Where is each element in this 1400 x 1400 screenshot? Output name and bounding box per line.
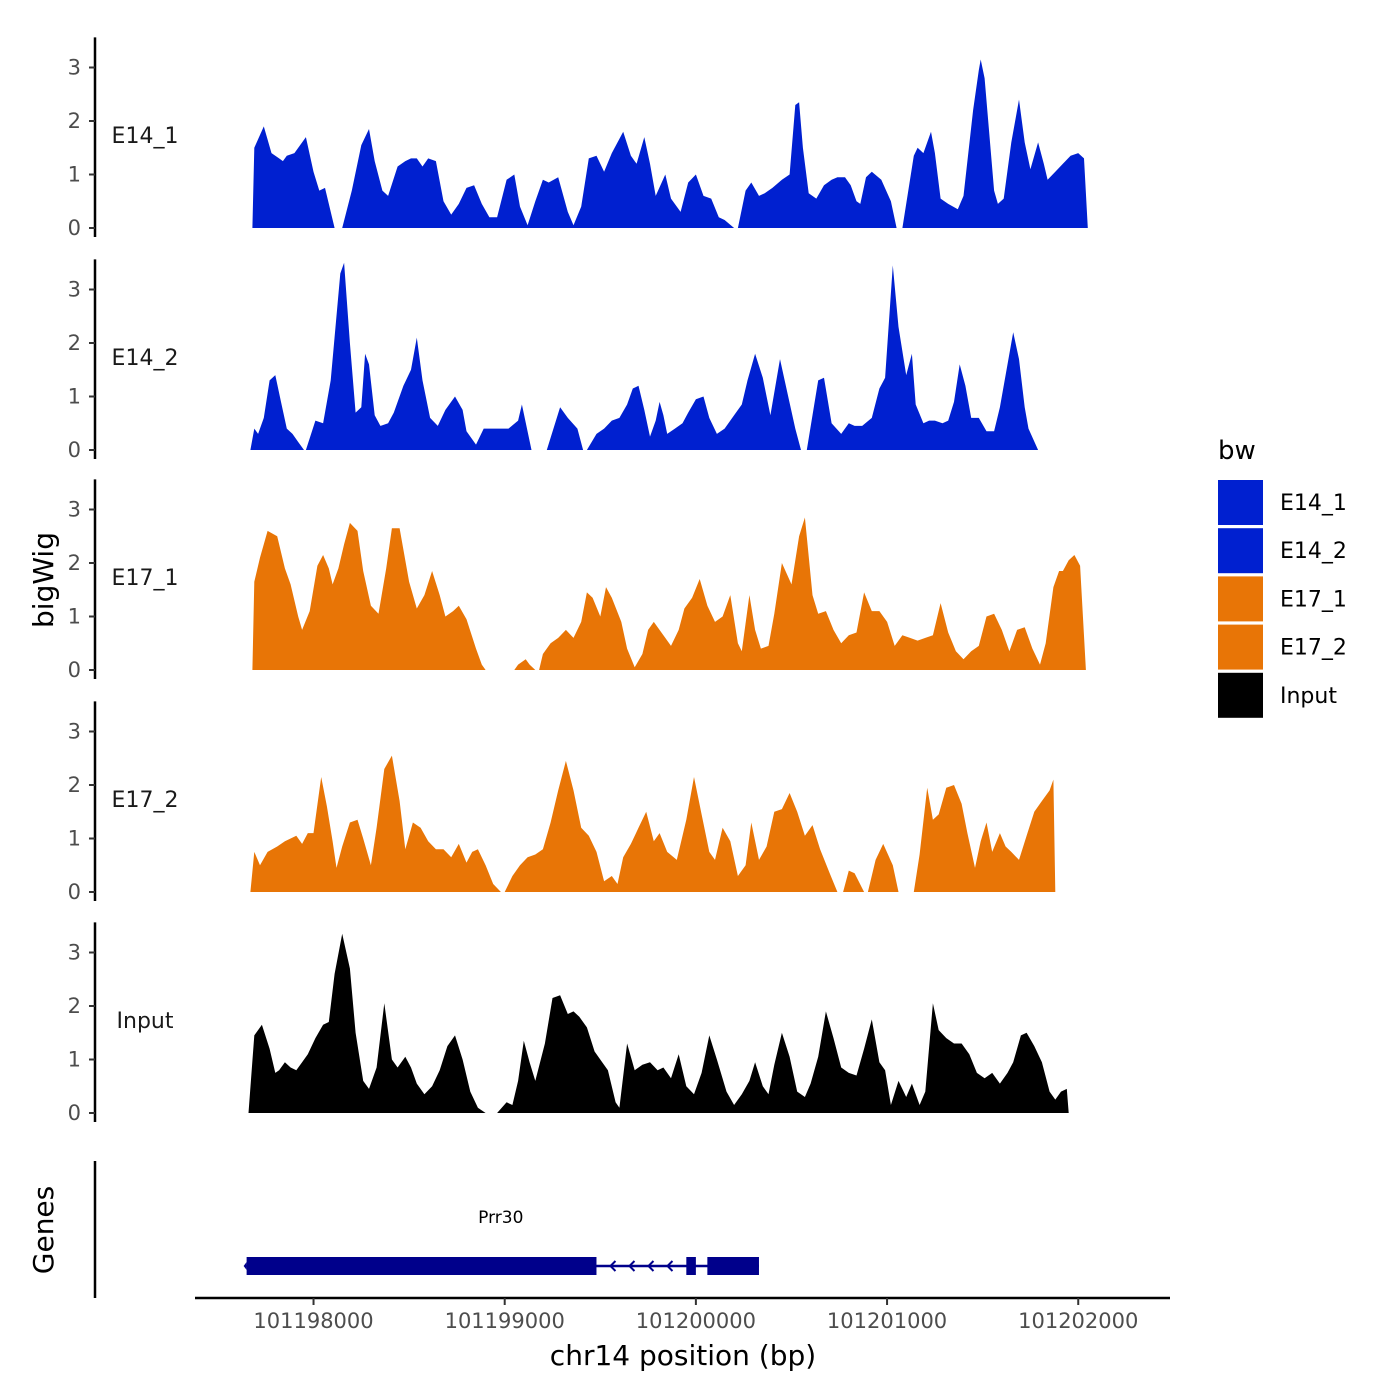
y-tick-label: 0 [68, 880, 81, 904]
track-E17_1: 0 1 2 3 E17_1 [68, 479, 1086, 682]
legend-item-Input: Input [1218, 672, 1337, 718]
legend-item-E17_1: E17_1 [1218, 576, 1347, 622]
area-series-E17_2 [250, 755, 1056, 892]
legend-label: E17_2 [1280, 636, 1347, 661]
gene-exon [707, 1257, 759, 1275]
x-tick-label: 101201000 [827, 1309, 947, 1333]
legend-swatch [1218, 672, 1263, 718]
y-tick-label: 1 [68, 385, 81, 409]
legend-label: E14_1 [1280, 491, 1347, 516]
x-tick-label: 101202000 [1018, 1309, 1138, 1333]
y-tick-label: 1 [68, 163, 81, 187]
y-tick-label: 0 [68, 1101, 81, 1125]
track-E14_2: 0 1 2 3 E14_2 [68, 259, 1039, 462]
y-tick-label: 2 [68, 994, 81, 1018]
strand-arrow [628, 1260, 636, 1272]
area-series-E14_2 [250, 262, 1039, 450]
y-axis-title: bigWig [27, 532, 60, 628]
strand-arrow [666, 1260, 674, 1272]
track-E14_1: 0 1 2 3 E14_1 [68, 37, 1088, 240]
y-tick-label: 1 [68, 1048, 81, 1072]
x-tick-label: 101198000 [253, 1309, 373, 1333]
y-tick-label: 2 [68, 551, 81, 575]
strand-arrow [647, 1260, 655, 1272]
y-tick-label: 3 [68, 498, 81, 522]
x-tick-label: 101199000 [445, 1309, 565, 1333]
area-series-E14_1 [252, 59, 1088, 228]
y-tick-label: 3 [68, 720, 81, 744]
legend-item-E14_1: E14_1 [1218, 480, 1347, 525]
strand-arrow [243, 1262, 247, 1270]
legend-swatch [1218, 528, 1263, 574]
y-tick-label: 2 [68, 773, 81, 797]
tracks-group: 0 1 2 3 E14_1 0 1 2 3 E14_2 0 1 2 3 E17_1 0 1 2 3 E17_2 0 1 2 3… [68, 37, 1088, 1125]
legend-swatch [1218, 480, 1263, 525]
track-label: E17_2 [112, 788, 179, 813]
legend-swatch [1218, 624, 1263, 670]
legend-swatch [1218, 576, 1263, 622]
y-tick-label: 1 [68, 605, 81, 629]
y-tick-label: 3 [68, 56, 81, 80]
y-tick-label: 3 [68, 941, 81, 965]
legend-label: E17_1 [1280, 587, 1347, 612]
gene-Prr30: Prr30 [243, 1208, 759, 1275]
track-label: E14_2 [112, 346, 179, 371]
x-tick-label: 101200000 [636, 1309, 756, 1333]
y-tick-label: 0 [68, 438, 81, 462]
legend-label: E14_2 [1280, 539, 1347, 564]
area-series-Input [248, 933, 1069, 1113]
y-tick-label: 2 [68, 331, 81, 355]
y-tick-label: 1 [68, 827, 81, 851]
gene-label: Prr30 [478, 1208, 523, 1228]
area-series-E17_1 [252, 517, 1086, 670]
legend-title: bw [1218, 436, 1256, 466]
gene-exon [246, 1257, 597, 1275]
y-tick-label: 0 [68, 216, 81, 240]
y-tick-label: 2 [68, 109, 81, 133]
track-label: E14_1 [112, 124, 179, 149]
gene-exon [686, 1257, 696, 1275]
x-axis-title: chr14 position (bp) [550, 1339, 816, 1372]
track-label: Input [117, 1009, 174, 1034]
genes-axis-title: Genes [27, 1186, 60, 1274]
legend: bw E14_1 E14_2 E17_1 E17_2 Input [1218, 436, 1347, 718]
track-E17_2: 0 1 2 3 E17_2 [68, 701, 1056, 904]
y-tick-label: 3 [68, 278, 81, 302]
legend-label: Input [1280, 684, 1337, 709]
track-Input: 0 1 2 3 Input [68, 922, 1069, 1125]
legend-item-E14_2: E14_2 [1218, 528, 1347, 574]
legend-item-E17_2: E17_2 [1218, 624, 1347, 670]
track-label: E17_1 [112, 566, 179, 591]
y-tick-label: 0 [68, 658, 81, 682]
x-axis: 101198000 101199000 101200000 101201000 1012… [195, 1296, 1170, 1333]
genes-panel: Prr30 [93, 1161, 759, 1298]
strand-arrow [609, 1260, 617, 1272]
